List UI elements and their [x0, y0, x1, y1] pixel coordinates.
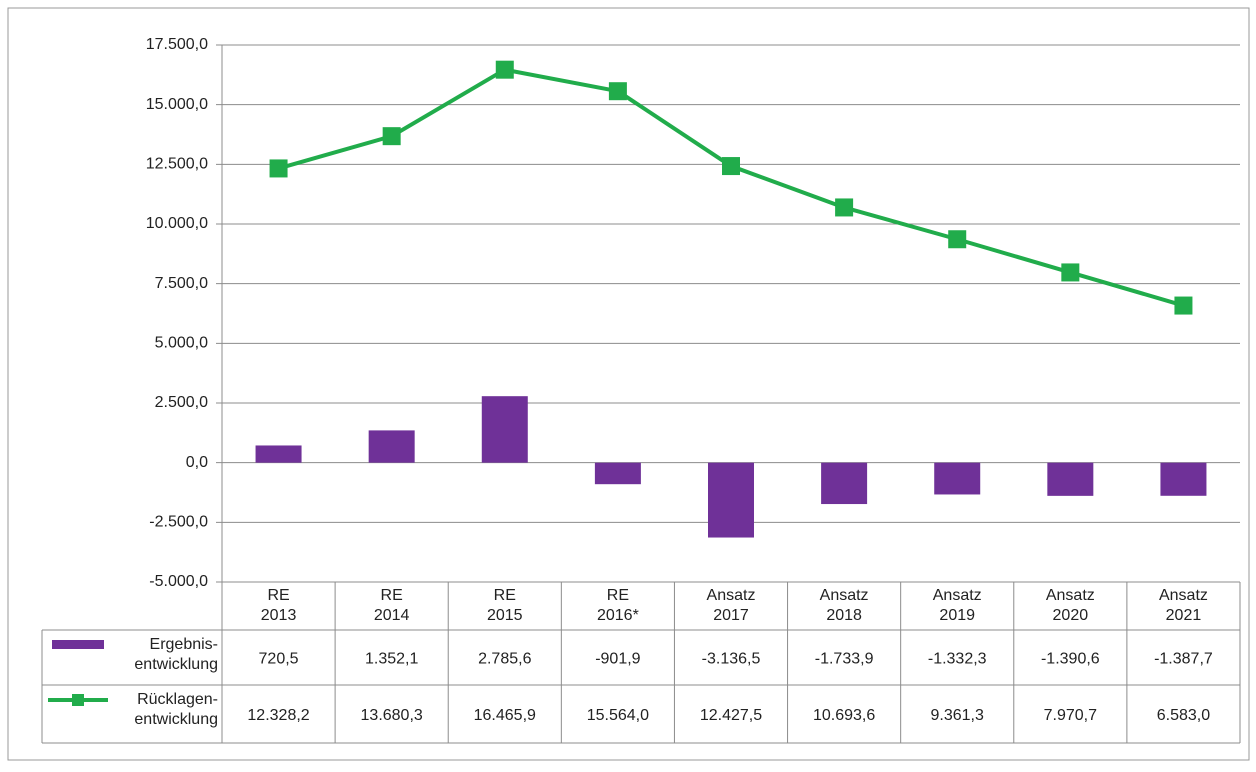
- y-tick-label: 17.500,0: [146, 36, 208, 53]
- y-tick-label: 10.000,0: [146, 215, 208, 232]
- x-tick-label: 2018: [826, 607, 862, 624]
- data-table-value: 720,5: [259, 651, 299, 668]
- y-tick-label: -5.000,0: [149, 573, 208, 590]
- data-table-value: 15.564,0: [587, 707, 649, 724]
- y-tick-label: -2.500,0: [149, 514, 208, 531]
- bar: [255, 445, 302, 463]
- data-table-value: 12.328,2: [247, 707, 309, 724]
- data-table-value: 10.693,6: [813, 707, 875, 724]
- x-tick-label: Ansatz: [1159, 587, 1208, 604]
- line-marker: [1174, 296, 1193, 315]
- x-tick-label: Ansatz: [1046, 587, 1095, 604]
- x-tick-label: 2014: [374, 607, 410, 624]
- y-tick-label: 5.000,0: [155, 335, 208, 352]
- x-tick-label: Ansatz: [707, 587, 756, 604]
- bar: [934, 462, 981, 495]
- legend-label: Ergebnis-: [150, 636, 218, 653]
- x-tick-label: 2013: [261, 607, 297, 624]
- data-table-value: 7.970,7: [1044, 707, 1097, 724]
- x-tick-label: RE: [381, 587, 403, 604]
- line-marker: [835, 198, 854, 217]
- data-table-value: -1.390,6: [1041, 651, 1100, 668]
- y-tick-label: 15.000,0: [146, 96, 208, 113]
- data-table-value: -1.387,7: [1154, 651, 1213, 668]
- x-tick-label: 2021: [1166, 607, 1202, 624]
- data-table-value: -901,9: [595, 651, 640, 668]
- data-table-value: 12.427,5: [700, 707, 762, 724]
- legend-label: Rücklagen-: [137, 691, 218, 708]
- bar: [821, 462, 868, 505]
- x-tick-label: 2015: [487, 607, 523, 624]
- bar: [1160, 462, 1207, 496]
- y-tick-label: 7.500,0: [155, 275, 208, 292]
- bar: [368, 430, 415, 463]
- legend-label: entwicklung: [134, 656, 218, 673]
- x-tick-label: RE: [267, 587, 289, 604]
- chart-border: [7, 7, 1250, 761]
- line-marker: [495, 60, 514, 79]
- bar: [481, 396, 528, 463]
- data-table-value: 2.785,6: [478, 651, 531, 668]
- bar: [594, 462, 641, 485]
- line-marker: [1061, 263, 1080, 282]
- data-table-value: 6.583,0: [1157, 707, 1210, 724]
- y-tick-label: 12.500,0: [146, 156, 208, 173]
- data-table-value: 13.680,3: [361, 707, 423, 724]
- legend-label: entwicklung: [134, 711, 218, 728]
- data-table-value: -3.136,5: [702, 651, 761, 668]
- x-tick-label: Ansatz: [820, 587, 869, 604]
- legend-marker: [72, 694, 84, 706]
- legend-swatch: [52, 640, 104, 649]
- data-table-value: -1.332,3: [928, 651, 987, 668]
- line-marker: [722, 157, 740, 176]
- data-table-value: 1.352,1: [365, 651, 418, 668]
- bar: [708, 462, 754, 538]
- x-tick-label: RE: [607, 587, 629, 604]
- line-marker: [948, 230, 967, 249]
- x-tick-label: 2019: [939, 607, 975, 624]
- bar: [1047, 462, 1094, 496]
- data-table-value: 9.361,3: [931, 707, 984, 724]
- x-tick-label: Ansatz: [933, 587, 982, 604]
- x-tick-label: 2017: [713, 607, 749, 624]
- y-tick-label: 0,0: [186, 454, 208, 471]
- data-table-value: 16.465,9: [474, 707, 536, 724]
- line-marker: [608, 82, 627, 101]
- x-tick-label: 2016*: [597, 607, 639, 624]
- line-marker: [382, 127, 401, 146]
- x-tick-label: 2020: [1053, 607, 1089, 624]
- line-marker: [269, 159, 288, 178]
- x-tick-label: RE: [494, 587, 516, 604]
- data-table-value: -1.733,9: [815, 651, 874, 668]
- y-tick-label: 2.500,0: [155, 394, 208, 411]
